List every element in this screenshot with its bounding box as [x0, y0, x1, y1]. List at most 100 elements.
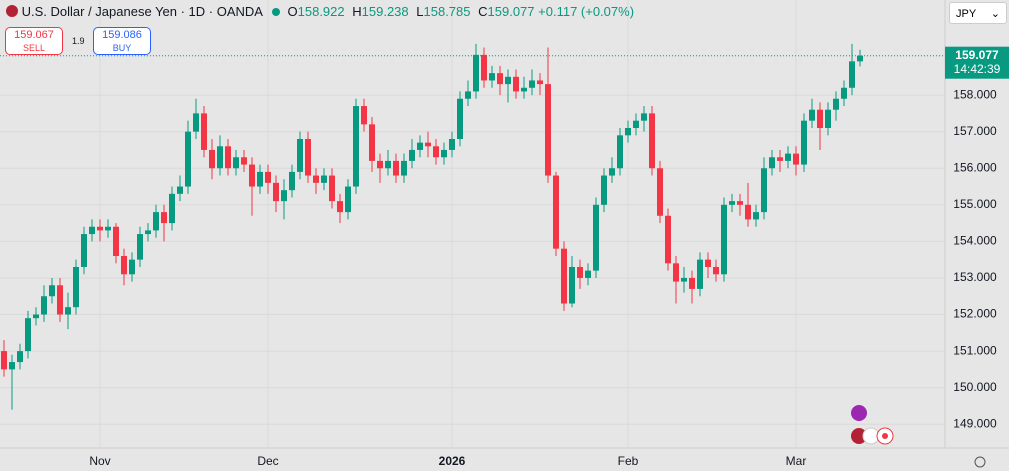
x-tick-label: Nov [89, 454, 110, 468]
candle-body [185, 131, 191, 187]
candle-body [641, 113, 647, 121]
ohlc-value: 159.077 [487, 4, 535, 19]
candle-body [825, 109, 831, 128]
candle-body [73, 266, 79, 308]
grid [0, 0, 945, 448]
candle-body [713, 266, 719, 275]
candle-body [313, 175, 319, 183]
candle-body [369, 124, 375, 161]
candle-body [785, 153, 791, 161]
candle-body [281, 190, 287, 202]
candle-body [393, 160, 399, 176]
candle-body [337, 201, 343, 213]
candle-body [305, 138, 311, 176]
candle-body [241, 157, 247, 165]
candle-body [41, 296, 47, 315]
candle-body [481, 54, 487, 81]
candle-body [49, 285, 55, 297]
buy-button[interactable]: 159.086 BUY [93, 27, 151, 55]
candle-body [513, 76, 519, 92]
candle-body [89, 226, 95, 235]
candle-body [665, 215, 671, 264]
candle-body [849, 61, 855, 88]
spread: 1.9 [72, 36, 85, 46]
x-tick-label: 2026 [439, 454, 466, 468]
candle-body [609, 168, 615, 176]
dropdown-arrow: ⌄ [990, 8, 1000, 20]
candle-body [729, 201, 735, 205]
candle-body [569, 266, 575, 304]
candle-body [737, 201, 743, 205]
legend-header: U.S. Dollar / Japanese Yen · 1D · OANDA … [6, 4, 634, 19]
ohlc-letter: L [416, 4, 424, 19]
sell-price: 159.067 [14, 29, 54, 41]
candle-body [249, 164, 255, 187]
y-tick-label: 156.000 [953, 160, 997, 174]
candle-body [57, 285, 63, 315]
candle-body [25, 318, 31, 352]
candle-body [745, 204, 751, 220]
candle-body [161, 212, 167, 224]
candle-body [353, 106, 359, 187]
y-tick-label: 157.000 [953, 124, 997, 138]
candle-body [497, 73, 503, 85]
flag-icon [6, 5, 18, 17]
ohlc-value: 158.785 [423, 4, 471, 19]
candle-body [177, 186, 183, 194]
buy-price: 159.086 [102, 29, 142, 41]
candle-body [209, 149, 215, 169]
candle-body [617, 135, 623, 169]
candle-body [97, 226, 103, 231]
candle-body [385, 160, 391, 169]
x-tick-label: Feb [618, 454, 639, 468]
ohlc-value: 158.922 [297, 4, 345, 19]
candle-body [81, 234, 87, 267]
candle-body [681, 277, 687, 282]
candle-body [521, 87, 527, 92]
price-tag-value: 159.077 [955, 48, 999, 62]
candle-body [465, 91, 471, 99]
candle-body [577, 266, 583, 278]
sell-label: SELL [22, 43, 46, 53]
candle-body [321, 175, 327, 183]
candle-body [297, 138, 303, 172]
candle-body [505, 76, 511, 85]
candle-body [193, 113, 199, 132]
candle-body [529, 80, 535, 88]
candle-body [137, 234, 143, 260]
y-tick-label: 149.000 [953, 416, 997, 430]
price-tag [945, 46, 1009, 79]
candle-body [417, 142, 423, 150]
y-tick-label: 151.000 [953, 343, 997, 357]
ohlc-letter: O [287, 4, 298, 19]
candle-body [793, 153, 799, 165]
candle-body [153, 212, 159, 231]
candle-body [145, 230, 151, 235]
candle-body [537, 80, 543, 85]
candle-body [489, 73, 495, 81]
status-dot [271, 8, 280, 16]
symbol-title: U.S. Dollar / Japanese Yen · 1D · OANDA [21, 4, 263, 19]
y-tick-label: 153.000 [953, 270, 997, 284]
currency-select[interactable]: JPY ⌄ [949, 2, 1007, 24]
candle-body [169, 193, 175, 224]
candle-body [561, 248, 567, 304]
candle-body [273, 182, 279, 202]
candle-body [857, 55, 863, 62]
ohlc-change: +0.117 (+0.07%) [538, 4, 635, 19]
ohlc-letter: C [478, 4, 488, 19]
candle-body [593, 204, 599, 271]
candle-body [329, 175, 335, 202]
currency-label: JPY [956, 8, 977, 20]
candle-body [721, 204, 727, 275]
candle-body [65, 307, 71, 315]
y-tick-label: 154.000 [953, 234, 997, 248]
candle-body [425, 142, 431, 147]
candle-body [265, 171, 271, 183]
candle-body [401, 160, 407, 176]
sell-button[interactable]: 159.067 SELL [5, 27, 63, 55]
candle-body [409, 149, 415, 161]
candle-body [657, 168, 663, 216]
